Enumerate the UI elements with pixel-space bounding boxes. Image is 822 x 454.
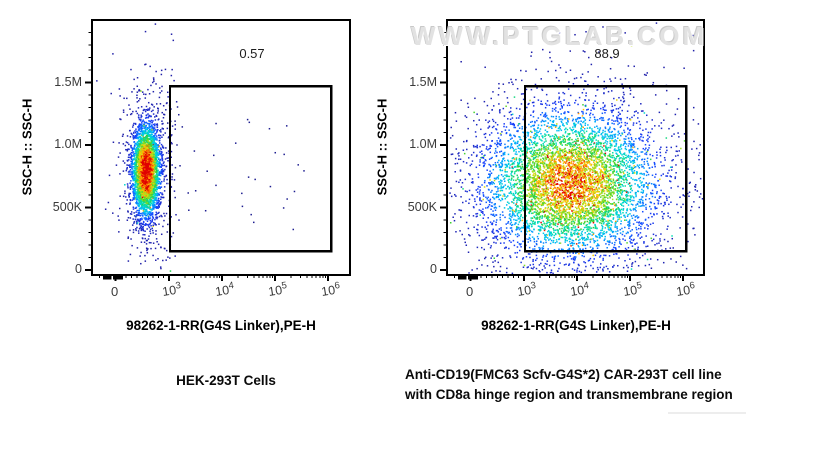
x-tick-label: 105 [622, 280, 643, 299]
x-tick-label: 0 [466, 284, 474, 299]
y-tick-label: 500K [52, 199, 82, 214]
y-tick-label: 0 [75, 262, 82, 276]
plot-frame [91, 19, 351, 276]
x-axis-title-right: 98262-1-RR(G4S Linker),PE-H [481, 318, 671, 333]
x-tick-label: 104 [214, 280, 235, 299]
watermark: WWW.PTGLAB.COM [411, 21, 708, 51]
y-tick-label: 500K [407, 199, 437, 214]
y-tick-label: 1.5M [54, 74, 82, 89]
axis-tick-blob [113, 275, 123, 280]
y-tick-label: 0 [430, 262, 437, 276]
gate-percent-label-right: 88.9 [594, 46, 620, 61]
plot-caption-right: Anti-CD19(FMC63 Scfv-G4S*2) CAR-293T cel… [405, 365, 733, 404]
x-tick-label: 0 [111, 284, 119, 299]
x-tick-label: 103 [161, 280, 182, 299]
gate-rectangle [524, 85, 688, 253]
plot-caption-left: HEK-293T Cells [176, 373, 276, 388]
x-tick-label: 104 [569, 280, 590, 299]
y-tick-label: 1.5M [409, 74, 437, 89]
gate-percent-label-left: 0.57 [239, 46, 265, 61]
x-tick-label: 103 [516, 280, 537, 299]
y-tick-label: 1.0M [54, 137, 82, 151]
plot-caption-right-line2: with CD8a hinge region and transmembrane… [405, 386, 733, 402]
gate-rectangle [169, 85, 333, 253]
y-tick-label: 1.0M [409, 137, 437, 151]
axis-tick-blob [468, 275, 478, 280]
x-tick-label: 106 [675, 280, 696, 299]
plot-frame [446, 19, 705, 276]
x-tick-label: 105 [267, 280, 288, 299]
x-tick-label: 106 [320, 280, 341, 299]
axis-tick-blob [103, 275, 112, 280]
plot-caption-right-line1: Anti-CD19(FMC63 Scfv-G4S*2) CAR-293T cel… [405, 367, 722, 382]
axis-tick-blob [458, 275, 467, 280]
x-axis-title-left: 98262-1-RR(G4S Linker),PE-H [126, 318, 316, 333]
